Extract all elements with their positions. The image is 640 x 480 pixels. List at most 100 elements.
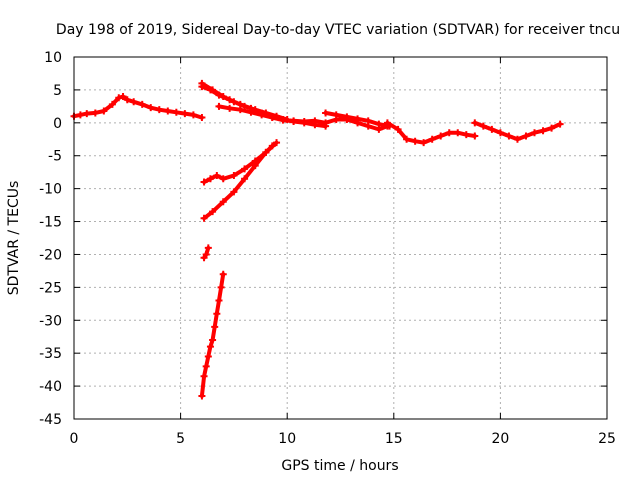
data-point: [164, 107, 172, 115]
data-point: [471, 119, 479, 127]
y-tick-label: 5: [53, 83, 62, 99]
data-point: [138, 100, 146, 108]
y-axis-label: SDTVAR / TECUs: [6, 181, 22, 296]
data-point: [556, 120, 564, 128]
data-point: [268, 114, 276, 122]
data-point: [290, 118, 298, 126]
series-main-track-afternoon: [383, 119, 479, 147]
data-point: [322, 109, 330, 117]
data-point: [198, 114, 206, 122]
data-point: [213, 171, 221, 179]
data-point: [204, 352, 212, 360]
y-tick-label: -45: [39, 412, 62, 428]
data-point: [445, 129, 453, 137]
data-point: [403, 135, 411, 143]
x-tick-label: 20: [491, 431, 509, 447]
x-tick-label: 5: [176, 431, 185, 447]
data-point: [471, 132, 479, 140]
data-point: [279, 116, 287, 124]
data-point: [206, 343, 214, 351]
data-point: [130, 98, 138, 106]
grid-layer: [74, 57, 607, 419]
data-point: [394, 125, 402, 133]
data-point: [241, 175, 249, 183]
data-point: [230, 188, 238, 196]
data-point: [539, 127, 547, 135]
data-point: [226, 104, 234, 112]
data-point: [241, 165, 249, 173]
data-point: [548, 124, 556, 132]
series-main-track-morning: [70, 92, 206, 122]
data-point: [215, 102, 223, 110]
data-point: [428, 135, 436, 143]
data-point: [437, 132, 445, 140]
plot-frame: [73, 56, 608, 420]
data-point: [383, 119, 391, 127]
data-point: [83, 110, 91, 118]
x-axis-label: GPS time / hours: [281, 458, 398, 474]
data-point: [200, 178, 208, 186]
y-tick-label: -30: [39, 313, 62, 329]
data-point: [123, 96, 131, 104]
y-tick-label: -15: [39, 215, 62, 231]
data-point: [200, 214, 208, 222]
data-point: [206, 175, 214, 183]
data-point: [76, 111, 84, 119]
data-point: [364, 117, 372, 125]
series-descending-arc-lower: [200, 139, 281, 222]
data-point: [119, 92, 127, 100]
data-point: [209, 208, 217, 216]
data-point: [198, 79, 206, 87]
data-point: [172, 108, 180, 116]
data-point: [505, 132, 513, 140]
data-point: [213, 310, 221, 318]
series-layer: [70, 79, 564, 400]
chart-title: Day 198 of 2019, Sidereal Day-to-day VTE…: [56, 22, 620, 38]
data-point: [251, 162, 259, 170]
x-tick-label: 15: [385, 431, 403, 447]
data-point: [230, 171, 238, 179]
data-point: [462, 131, 470, 139]
data-point: [375, 120, 383, 128]
data-point: [91, 109, 99, 117]
series-plunge-segment: [198, 270, 227, 400]
data-point: [189, 111, 197, 119]
data-point: [155, 106, 163, 114]
y-tick-label: 0: [53, 116, 62, 132]
data-point: [420, 139, 428, 147]
data-point: [513, 135, 521, 143]
data-point: [181, 110, 189, 118]
data-point: [200, 372, 208, 380]
data-point: [198, 392, 206, 400]
data-point: [100, 107, 108, 115]
data-point: [219, 92, 227, 100]
data-point: [209, 86, 217, 94]
data-point: [531, 129, 539, 137]
tick-layer: 0 5 10 15 20 25 10 5 0 -5 -10 -15 -20 -25 -30 -35 -40 -45: [39, 50, 616, 447]
data-point: [322, 122, 330, 130]
data-point: [230, 98, 238, 106]
x-tick-label: 10: [278, 431, 296, 447]
data-point: [343, 113, 351, 121]
data-point: [115, 94, 123, 102]
y-tick-label: -25: [39, 280, 62, 296]
data-point: [262, 148, 270, 156]
data-point: [332, 111, 340, 119]
series-short-segment: [200, 244, 212, 262]
data-point: [522, 132, 530, 140]
data-point: [147, 104, 155, 112]
y-tick-label: -5: [48, 149, 62, 165]
x-tick-label: 25: [598, 431, 616, 447]
data-point: [311, 121, 319, 129]
data-point: [219, 198, 227, 206]
data-point: [454, 129, 462, 137]
data-point: [217, 283, 225, 291]
y-tick-label: 10: [44, 50, 62, 66]
series-main-track-lower-branch: [215, 102, 330, 130]
data-point: [215, 297, 223, 305]
data-point: [496, 129, 504, 137]
data-point: [219, 270, 227, 278]
data-point: [202, 250, 210, 258]
